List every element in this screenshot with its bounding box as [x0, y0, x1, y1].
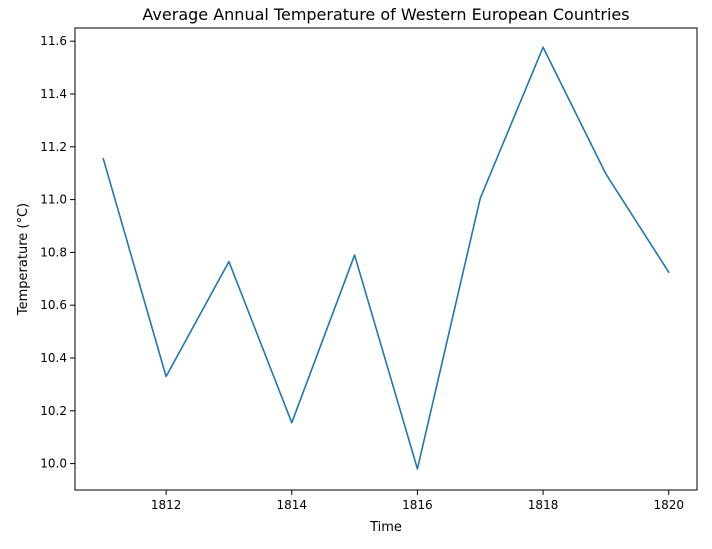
x-axis: 1812 1814 1816 1818 1820 [151, 490, 684, 512]
x-tick-label: 1820 [653, 498, 684, 512]
y-tick-label: 10.2 [40, 404, 67, 418]
y-tick-label: 11.0 [40, 193, 67, 207]
series-line-0 [102, 46, 670, 470]
x-axis-label: Time [369, 520, 402, 535]
y-tick-label: 10.8 [40, 245, 67, 259]
y-tick-label: 10.4 [40, 351, 67, 365]
y-tick-label: 11.6 [40, 34, 67, 48]
series-layer [102, 46, 670, 470]
y-tick-label: 10.6 [40, 298, 67, 312]
y-axis-label: Temperature (°C) [16, 203, 31, 316]
y-tick-label: 11.4 [40, 87, 67, 101]
y-axis: 10.0 10.2 10.4 10.6 10.8 11.0 11.2 11.4 11.6 [40, 34, 75, 471]
chart-title: Average Annual Temperature of Western Eu… [142, 5, 629, 24]
x-tick-label: 1812 [151, 498, 182, 512]
plot-area [74, 27, 698, 491]
y-tick-label: 10.0 [40, 457, 67, 471]
y-tick-label: 11.2 [40, 140, 67, 154]
x-tick-label: 1814 [276, 498, 307, 512]
x-tick-label: 1816 [402, 498, 433, 512]
x-tick-label: 1818 [528, 498, 559, 512]
